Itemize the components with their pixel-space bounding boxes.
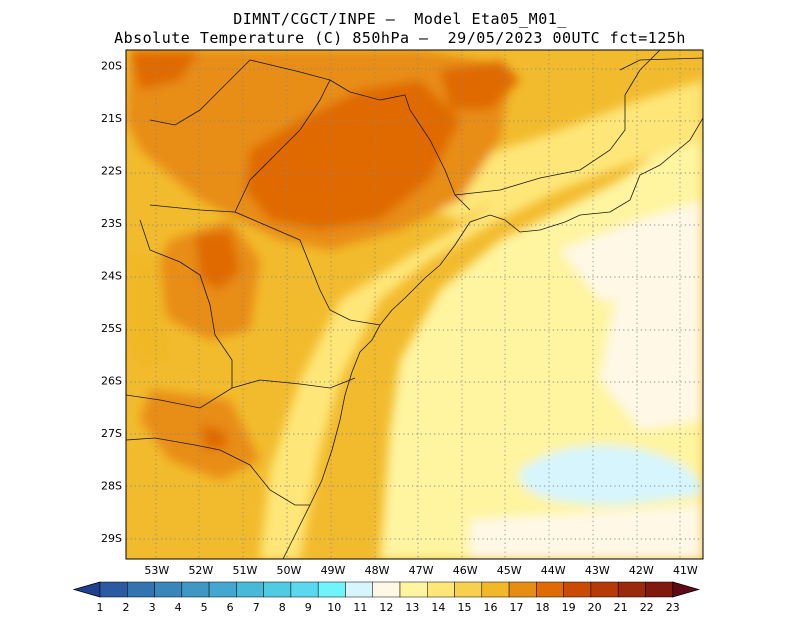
map-subtitle: Absolute Temperature (C) 850hPa – 29/05/… xyxy=(114,29,686,47)
lat-label: 20S xyxy=(101,60,122,73)
colorbar-swatch xyxy=(345,581,373,598)
boundary-west xyxy=(126,437,156,441)
colorbar-label: 2 xyxy=(123,601,130,614)
colorbar-swatch xyxy=(99,581,128,598)
colorbar-swatch xyxy=(181,581,210,598)
colorbar-label: 20 xyxy=(588,601,602,614)
colorbar-arrow-high xyxy=(672,581,700,598)
boundary-mg-sp xyxy=(329,79,471,211)
colorbar-swatch xyxy=(427,581,455,598)
colorbar-swatch xyxy=(617,581,646,598)
lon-label: 52W xyxy=(188,564,213,577)
colorbar-label: 22 xyxy=(640,601,654,614)
colorbar-label: 10 xyxy=(327,601,341,614)
lon-label: 53W xyxy=(144,564,169,577)
lon-label: 41W xyxy=(673,564,698,577)
colorbar-swatch xyxy=(263,581,292,598)
colorbar-label: 4 xyxy=(175,601,182,614)
colorbar-arrow-low xyxy=(72,581,101,598)
lat-label: 24S xyxy=(101,270,122,283)
lon-label: 43W xyxy=(585,564,610,577)
latitude-labels: 20S 21S 22S 23S 24S 25S 26S 27S 28S 29S xyxy=(101,60,122,545)
colorbar-label: 6 xyxy=(227,601,234,614)
lon-label: 48W xyxy=(365,564,390,577)
colorbar-label: 17 xyxy=(510,601,524,614)
colorbar-label: 8 xyxy=(279,601,286,614)
boundary-es xyxy=(619,57,703,71)
lon-label: 51W xyxy=(232,564,257,577)
colorbar-label: 18 xyxy=(536,601,550,614)
lat-label: 23S xyxy=(101,217,122,230)
colorbar-swatch xyxy=(454,581,483,598)
temperature-field xyxy=(126,50,703,559)
colorbar: 1 2 3 4 5 6 7 8 9 10 11 12 13 14 15 16 17 18 19 20 21 22 23 xyxy=(72,581,700,614)
colorbar-label: 3 xyxy=(149,601,156,614)
boundary-ms-sp xyxy=(234,59,331,241)
colorbar-label: 15 xyxy=(457,601,471,614)
boundary-ms-west xyxy=(149,59,251,126)
colorbar-label: 23 xyxy=(666,601,680,614)
lon-label: 49W xyxy=(321,564,346,577)
colorbar-label: 16 xyxy=(483,601,497,614)
map-title: DIMNT/CGCT/INPE – Model Eta05_M01_ xyxy=(233,10,567,28)
lat-label: 25S xyxy=(101,322,122,335)
colorbar-label: 12 xyxy=(379,601,393,614)
colorbar-label: 7 xyxy=(253,601,260,614)
colorbar-swatch xyxy=(372,581,401,598)
colorbar-swatch xyxy=(590,581,619,598)
colorbar-label: 5 xyxy=(201,601,208,614)
colorbar-label: 13 xyxy=(405,601,419,614)
lat-label: 29S xyxy=(101,532,122,545)
boundaries xyxy=(126,50,703,559)
colorbar-swatch xyxy=(208,581,237,598)
colorbar-swatch xyxy=(317,581,346,598)
colorbar-label: 19 xyxy=(562,601,576,614)
boundary-sc-rs xyxy=(154,437,310,506)
lat-label: 26S xyxy=(101,375,122,388)
colorbar-swatch xyxy=(290,581,319,598)
lon-label: 45W xyxy=(497,564,522,577)
lat-label: 22S xyxy=(101,165,122,178)
boundary-argentina xyxy=(126,219,233,409)
colorbar-swatch xyxy=(154,581,183,598)
boundary-pr-sp xyxy=(299,239,381,326)
boundary-pr-sc xyxy=(231,377,356,389)
lon-label: 47W xyxy=(409,564,434,577)
colorbar-label: 11 xyxy=(353,601,367,614)
lat-label: 27S xyxy=(101,427,122,440)
lon-label: 46W xyxy=(453,564,478,577)
map-frame xyxy=(125,49,704,560)
lat-label: 28S xyxy=(101,480,122,493)
lon-label: 44W xyxy=(541,564,566,577)
longitude-labels: 53W 52W 51W 50W 49W 48W 47W 46W 45W 44W 43W 42W 41W xyxy=(144,564,698,577)
colorbar-label: 21 xyxy=(614,601,628,614)
colorbar-swatch xyxy=(481,581,510,598)
colorbar-swatch xyxy=(127,581,155,598)
colorbar-swatch xyxy=(536,581,564,598)
colorbar-swatch xyxy=(399,581,428,598)
colorbar-label: 1 xyxy=(97,601,104,614)
lon-label: 50W xyxy=(277,564,302,577)
colorbar-swatch xyxy=(645,581,673,598)
lat-label: 21S xyxy=(101,112,122,125)
colorbar-label: 14 xyxy=(431,601,445,614)
colorbar-swatch xyxy=(236,581,264,598)
lon-label: 42W xyxy=(629,564,654,577)
boundary-ms-pr xyxy=(149,204,236,213)
coastline xyxy=(282,117,703,559)
colorbar-swatch xyxy=(563,581,592,598)
colorbar-swatch xyxy=(508,581,537,598)
boundary-mg-rj xyxy=(454,50,661,196)
colorbar-label: 9 xyxy=(305,601,312,614)
